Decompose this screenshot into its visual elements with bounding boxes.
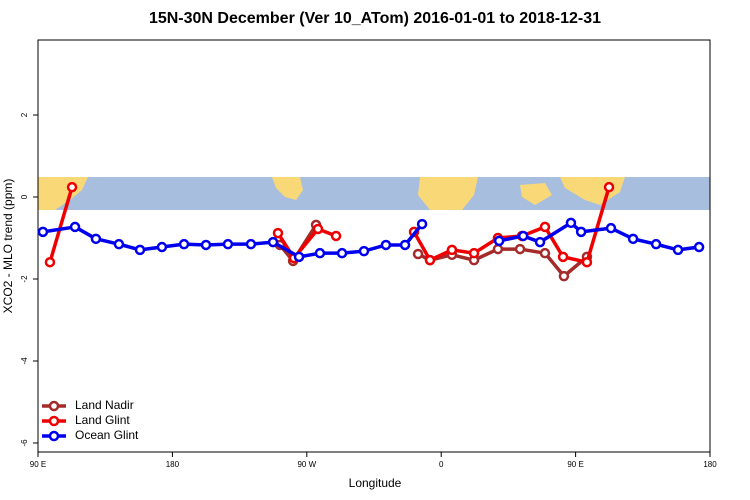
- series-point: [178, 238, 190, 250]
- x-tick-label: 0: [439, 460, 444, 469]
- x-tick-label: 90 W: [297, 460, 316, 469]
- legend-label: Land Nadir: [75, 398, 134, 412]
- y-tick-label: -6: [20, 439, 29, 447]
- series-point: [446, 244, 458, 256]
- series-point: [314, 247, 326, 259]
- legend-marker: [48, 430, 60, 442]
- series-point: [37, 226, 49, 238]
- plot-frame: [37, 39, 711, 453]
- legend-marker: [48, 415, 60, 427]
- series-point: [565, 217, 577, 229]
- series-point: [693, 241, 705, 253]
- series-point: [424, 254, 436, 266]
- series-point: [267, 236, 279, 248]
- series-point: [539, 247, 551, 259]
- series-point: [66, 181, 78, 193]
- series-point: [581, 256, 593, 268]
- series-point: [90, 233, 102, 245]
- legend-label: Land Glint: [75, 413, 130, 427]
- y-tick-label: 2: [20, 112, 29, 117]
- chart-title: 15N-30N December (Ver 10_ATom) 2016-01-0…: [149, 10, 601, 27]
- series-point: [69, 221, 81, 233]
- series-point: [416, 218, 428, 230]
- series-point: [380, 239, 392, 251]
- series-point: [627, 233, 639, 245]
- x-tick-label: 180: [703, 460, 717, 469]
- series-point: [492, 243, 504, 255]
- map-band: [38, 177, 710, 210]
- series-point: [399, 239, 411, 251]
- series-point: [468, 247, 480, 259]
- series-point: [514, 243, 526, 255]
- x-tick-label: 180: [166, 460, 180, 469]
- x-axis-label: Longitude: [349, 476, 402, 490]
- y-axis-label: XCO2 - MLO trend (ppm): [1, 179, 15, 314]
- x-tick-label: 90 E: [567, 460, 583, 469]
- series-point: [330, 230, 342, 242]
- legend-marker: [48, 400, 60, 412]
- series-point: [493, 235, 505, 247]
- series-point: [293, 251, 305, 263]
- series-point: [650, 238, 662, 250]
- series-point: [44, 256, 56, 268]
- series-point: [575, 226, 587, 238]
- series-point: [605, 222, 617, 234]
- series-point: [113, 238, 125, 250]
- legend-label: Ocean Glint: [75, 428, 139, 442]
- series-point: [539, 221, 551, 233]
- series-point: [603, 181, 615, 193]
- y-tick-label: 0: [20, 194, 29, 199]
- y-tick-label: -2: [20, 275, 29, 283]
- x-tick-label: 90 E: [30, 460, 46, 469]
- series-point: [517, 230, 529, 242]
- series-point: [336, 247, 348, 259]
- series-point: [534, 236, 546, 248]
- series-point: [134, 244, 146, 256]
- y-tick-label: -4: [20, 357, 29, 365]
- series-point: [272, 227, 284, 239]
- series-point: [672, 244, 684, 256]
- series-point: [358, 245, 370, 257]
- series-point: [558, 270, 570, 282]
- series-point: [557, 251, 569, 263]
- series-point: [312, 223, 324, 235]
- series-point: [200, 239, 212, 251]
- series-point: [245, 238, 257, 250]
- series-point: [156, 241, 168, 253]
- series-point: [222, 238, 234, 250]
- series-point: [412, 248, 424, 260]
